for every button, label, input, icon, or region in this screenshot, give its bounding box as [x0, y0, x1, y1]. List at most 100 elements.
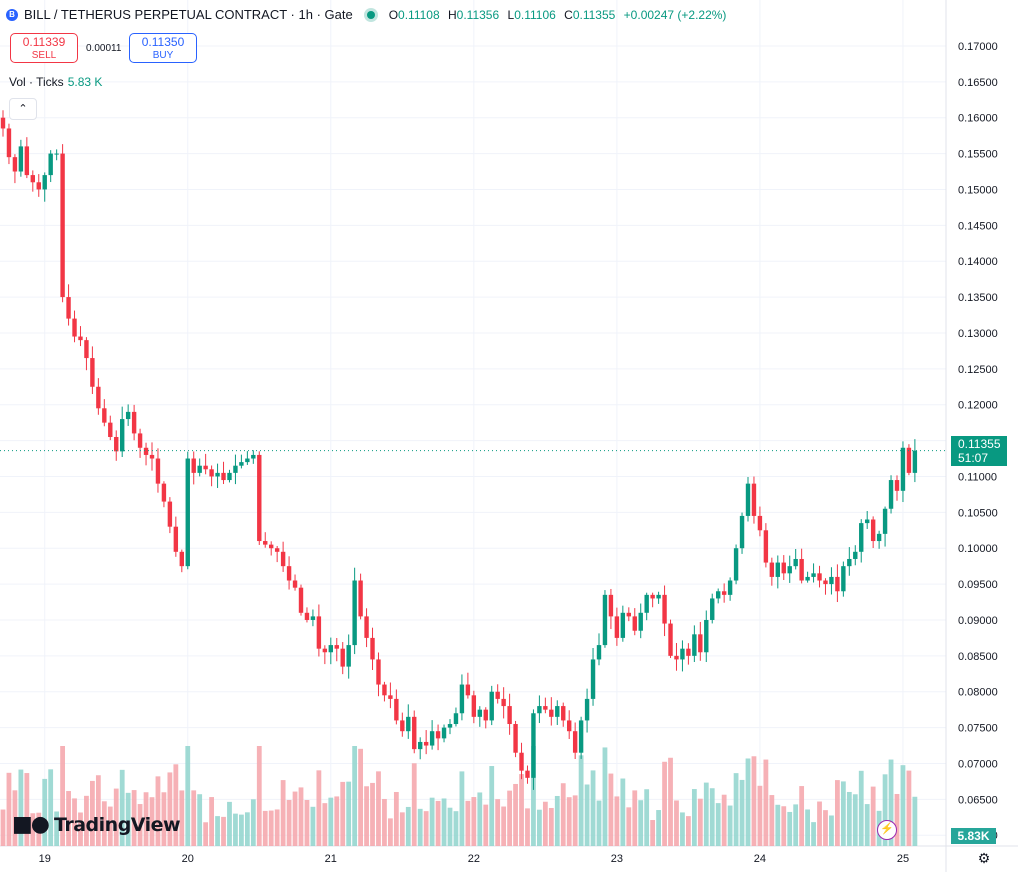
volume-bar [501, 806, 507, 846]
sell-label: SELL [31, 50, 57, 61]
volume-bar [95, 775, 101, 846]
volume-bar [60, 746, 65, 846]
candle-body [48, 153, 53, 176]
y-tick-label: 0.12000 [958, 400, 998, 412]
tradingview-logo[interactable]: ■● TradingView [12, 812, 181, 837]
last-price-value: 0.11355 [958, 437, 1001, 451]
volume-bar [203, 822, 209, 846]
change-value: +0.00247 (+2.22%) [623, 7, 727, 22]
volume-bar [674, 800, 679, 846]
y-tick-label: 0.13500 [958, 292, 998, 304]
symbol-title[interactable]: BILL / TETHERUS PERPETUAL CONTRACT · 1h … [24, 7, 353, 22]
candle-body [793, 558, 798, 567]
candle-body [888, 480, 894, 509]
sell-button[interactable]: 0.11339 SELL [10, 33, 78, 63]
volume-bar [328, 797, 334, 846]
candle-body [233, 465, 238, 473]
chart-header: B BILL / TETHERUS PERPETUAL CONTRACT · 1… [6, 7, 731, 22]
volume-bar [84, 795, 89, 846]
candle-body [239, 462, 244, 466]
volume-bar [388, 818, 393, 846]
x-tick-label: 25 [897, 853, 909, 865]
volume-bar [393, 791, 399, 846]
candle-body [787, 566, 792, 574]
volume-bar [471, 797, 477, 846]
volume-bar [399, 812, 405, 846]
candle-body [865, 519, 870, 524]
lightning-icon[interactable]: ⚡ [877, 820, 897, 840]
volume-bar [829, 815, 834, 846]
candle-body [757, 515, 763, 531]
volume-legend-label: Vol · Ticks [9, 75, 64, 89]
candle-body [102, 408, 107, 423]
volume-bar [155, 776, 161, 846]
volume-bar [817, 801, 822, 846]
x-tick-label: 21 [325, 853, 337, 865]
volume-bar [864, 804, 870, 846]
volume-bar [781, 806, 787, 846]
candle-body [835, 576, 840, 592]
candle-body [841, 566, 846, 592]
close-value: 0.11355 [572, 7, 616, 22]
candle-body [108, 422, 113, 437]
candle-body [179, 551, 184, 567]
low-value: 0.11106 [514, 7, 556, 22]
y-tick-label: 0.14500 [958, 220, 998, 232]
volume-bar [459, 771, 465, 846]
y-tick-label: 0.08500 [958, 651, 998, 663]
candle-body [686, 648, 691, 656]
candle-body [370, 637, 375, 660]
candle-body [131, 411, 137, 434]
candle-body [847, 558, 852, 567]
chevron-up-icon[interactable]: ⌃ [9, 98, 37, 120]
candle-body [543, 706, 548, 710]
y-tick-label: 0.08000 [958, 687, 998, 699]
volume-bar [805, 809, 810, 846]
candle-body [811, 573, 816, 577]
buy-button[interactable]: 0.11350 BUY [129, 33, 197, 63]
candle-body [209, 469, 214, 477]
candle-body [882, 508, 888, 534]
volume-bar [596, 800, 602, 846]
volume-bar [578, 755, 584, 846]
candle-body [24, 146, 30, 176]
candle-body [60, 153, 65, 298]
volume-bar [72, 798, 77, 846]
volume-bar [650, 820, 656, 846]
candle-body [0, 117, 6, 129]
candle-body [620, 612, 626, 638]
volume-legend[interactable]: Vol · Ticks 5.83 K [9, 75, 102, 89]
candle-body [304, 612, 310, 620]
candle-body [167, 501, 173, 527]
candle-body [257, 454, 262, 542]
volume-bar [894, 793, 900, 846]
candle-body [346, 645, 351, 667]
volume-bar [292, 791, 298, 846]
candle-body [423, 741, 429, 746]
candle-body [269, 544, 274, 549]
candle-body [114, 437, 119, 452]
candle-body [894, 480, 900, 491]
volume-bar [465, 800, 471, 846]
candle-body [84, 340, 89, 359]
candle-body [644, 594, 649, 613]
candle-body [203, 465, 208, 470]
candle-body [263, 541, 268, 545]
volume-bar [42, 778, 48, 846]
volume-bar [262, 810, 268, 846]
volume-bar [36, 812, 42, 846]
volume-bar [542, 801, 548, 846]
volume-bar [525, 808, 530, 846]
candle-body [549, 709, 554, 717]
y-tick-label: 0.17000 [958, 41, 998, 53]
volume-bar [632, 790, 638, 846]
gear-icon[interactable]: ⚙ [977, 850, 991, 866]
spread-value: 0.00011 [86, 43, 122, 54]
candle-body [42, 175, 47, 190]
volume-bar [435, 800, 441, 846]
candle-body [316, 616, 322, 649]
candle-body [96, 386, 101, 409]
volume-bar [638, 800, 644, 846]
candle-body [173, 526, 179, 552]
